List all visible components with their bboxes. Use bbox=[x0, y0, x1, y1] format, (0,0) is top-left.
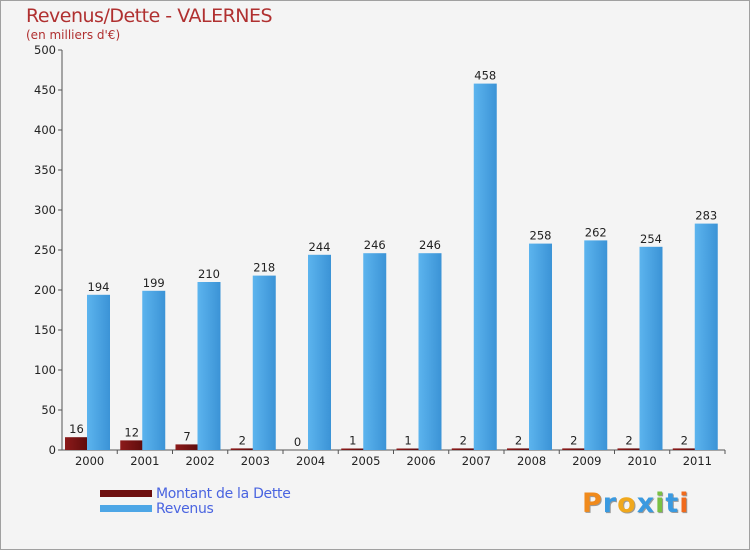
y-tick-label: 150 bbox=[34, 323, 56, 337]
x-tick-label: 2007 bbox=[462, 454, 491, 468]
data-label-revenus: 246 bbox=[419, 238, 441, 252]
x-tick-label: 2011 bbox=[683, 454, 712, 468]
legend-item-revenus: Revenus bbox=[100, 500, 291, 517]
logo-letter: r bbox=[602, 488, 618, 519]
bar-dette bbox=[230, 448, 254, 450]
data-label-revenus: 194 bbox=[88, 280, 110, 294]
bar-dette bbox=[65, 437, 88, 450]
logo-letter: o bbox=[617, 488, 637, 519]
bar-dette bbox=[175, 444, 199, 450]
chart-subtitle: (en milliers d'€) bbox=[26, 28, 121, 42]
y-tick-label: 100 bbox=[34, 363, 56, 377]
data-label-dette: 1 bbox=[404, 434, 411, 448]
bar-revenus bbox=[694, 223, 718, 450]
data-label-dette: 2 bbox=[239, 433, 246, 447]
chart-labels: 2000161942001121992002721020032218200402… bbox=[69, 69, 717, 468]
bar-dette bbox=[507, 448, 530, 450]
x-tick-label: 2001 bbox=[130, 454, 159, 468]
chart-title: Revenus/Dette - VALERNES bbox=[26, 5, 273, 27]
legend-swatch-debt bbox=[100, 490, 152, 497]
proxiti-logo: Proxiti bbox=[582, 488, 690, 519]
bar-revenus bbox=[142, 290, 166, 450]
y-tick-label: 450 bbox=[34, 83, 56, 97]
y-tick-label: 50 bbox=[41, 403, 56, 417]
x-tick-label: 2003 bbox=[241, 454, 270, 468]
data-label-revenus: 244 bbox=[309, 240, 331, 254]
legend-label-revenus: Revenus bbox=[156, 500, 214, 517]
bar-revenus bbox=[308, 254, 331, 450]
bar-dette bbox=[120, 440, 144, 450]
data-label-revenus: 262 bbox=[585, 225, 607, 239]
bar-revenus bbox=[87, 294, 110, 450]
data-label-dette: 2 bbox=[460, 433, 467, 447]
x-tick-label: 2006 bbox=[406, 454, 435, 468]
bar-dette bbox=[672, 448, 696, 450]
data-label-dette: 0 bbox=[294, 435, 301, 449]
bar-dette bbox=[451, 448, 475, 450]
bar-revenus bbox=[473, 83, 497, 450]
legend-item-debt: Montant de la Dette bbox=[100, 485, 291, 502]
y-tick-label: 0 bbox=[49, 443, 56, 457]
chart-bars bbox=[65, 83, 718, 450]
bar-revenus bbox=[529, 243, 552, 450]
bar-dette bbox=[617, 448, 641, 450]
x-tick-label: 2009 bbox=[572, 454, 601, 468]
y-tick-label: 300 bbox=[34, 203, 56, 217]
bar-revenus bbox=[418, 253, 442, 450]
logo-letter: i bbox=[679, 488, 690, 519]
data-label-dette: 2 bbox=[681, 433, 688, 447]
legend: Montant de la Dette Revenus bbox=[100, 485, 291, 517]
chart-axes: 0 50 100 150 200 250 300 350 400 450 500 bbox=[34, 43, 726, 457]
data-label-dette: 16 bbox=[69, 422, 84, 436]
x-tick-label: 2008 bbox=[517, 454, 546, 468]
x-tick-label: 2004 bbox=[296, 454, 325, 468]
x-tick-label: 2010 bbox=[627, 454, 656, 468]
data-label-revenus: 210 bbox=[198, 267, 220, 281]
bar-revenus bbox=[363, 253, 387, 450]
logo-letter: i bbox=[655, 488, 666, 519]
bar-revenus bbox=[252, 275, 276, 450]
legend-label-debt: Montant de la Dette bbox=[156, 485, 291, 502]
bar-revenus bbox=[584, 240, 608, 450]
data-label-dette: 7 bbox=[183, 429, 190, 443]
legend-swatch-revenus bbox=[100, 505, 152, 512]
logo-letter: P bbox=[582, 488, 603, 519]
data-label-revenus: 218 bbox=[253, 261, 275, 275]
data-label-revenus: 199 bbox=[143, 276, 165, 290]
data-label-revenus: 283 bbox=[695, 209, 717, 223]
data-label-dette: 2 bbox=[515, 433, 522, 447]
y-tick-label: 250 bbox=[34, 243, 56, 257]
x-tick-label: 2005 bbox=[351, 454, 380, 468]
data-label-dette: 2 bbox=[570, 433, 577, 447]
data-label-dette: 2 bbox=[625, 433, 632, 447]
y-tick-label: 500 bbox=[34, 43, 56, 57]
data-label-revenus: 254 bbox=[640, 232, 662, 246]
logo-letter: x bbox=[636, 488, 656, 519]
data-label-dette: 12 bbox=[124, 425, 139, 439]
data-label-revenus: 458 bbox=[474, 69, 496, 83]
y-tick-label: 350 bbox=[34, 163, 56, 177]
y-tick-label: 200 bbox=[34, 283, 56, 297]
x-tick-label: 2000 bbox=[75, 454, 104, 468]
bar-dette bbox=[396, 448, 420, 450]
x-tick-label: 2002 bbox=[185, 454, 214, 468]
bar-dette bbox=[341, 448, 365, 450]
data-label-revenus: 258 bbox=[530, 229, 552, 243]
logo-letter: t bbox=[665, 488, 680, 519]
bar-revenus bbox=[639, 246, 663, 450]
y-tick-label: 400 bbox=[34, 123, 56, 137]
data-label-revenus: 246 bbox=[364, 238, 386, 252]
bar-revenus bbox=[197, 282, 221, 450]
bar-dette bbox=[562, 448, 586, 450]
data-label-dette: 1 bbox=[349, 434, 356, 448]
